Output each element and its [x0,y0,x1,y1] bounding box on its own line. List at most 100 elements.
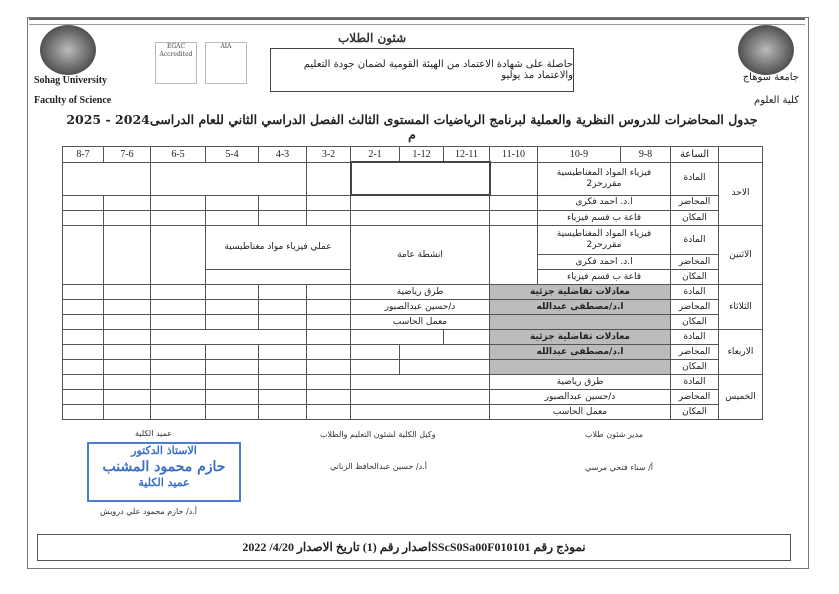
empty-cell [489,194,538,211]
empty-cell [62,225,104,285]
thursday-place: معمل الحاسب [489,404,671,420]
wednesday-subject-row: الاربعاء المادة معادلات تفاضلية جزئية [62,329,763,375]
wednesday-place [489,359,671,375]
accreditation-text: حاصلة على شهادة الاعتماد من الهيئة القوم… [303,59,573,81]
empty-cell [150,161,307,196]
empty-cell [103,389,151,405]
row-label: المكان [670,404,719,420]
empty-cell [205,374,259,390]
stamp-line-2: حازم محمود المشنب [102,459,226,475]
monday-place: قاعة ب قسم فيزياء [537,269,671,285]
empty-cell [205,359,259,375]
empty-cell [350,344,400,360]
empty-cell [62,161,151,196]
empty-cell [103,314,151,330]
tuesday-lecturer: ا.د/مصطفى عبدالله [489,299,671,315]
empty-cell [62,284,104,300]
empty-cell [350,359,400,375]
empty-cell [258,344,307,360]
empty-cell [205,194,259,211]
row-label: المكان [670,314,719,330]
aia-certificate-logo: AIA [205,42,247,84]
top-rule [29,18,805,25]
hour-cell: 3-2 [306,146,351,163]
accreditation-box: حاصلة على شهادة الاعتماد من الهيئة القوم… [270,48,574,92]
row-label: المكان [670,210,719,226]
empty-cell [306,374,351,390]
empty-cell [205,389,259,405]
empty-cell [103,329,151,345]
thursday-subject: طرق رياضية [489,374,671,390]
tuesday-lecturer-2: د/حسين عبدالصبور [350,299,490,315]
faculty-name-ar: كلية العلوم [754,95,799,106]
empty-cell [150,404,206,420]
empty-cell [205,269,351,285]
empty-cell [150,329,307,345]
thursday-subject-row: الخميس المادة طرق رياضية [62,374,763,420]
empty-cell [350,389,490,405]
empty-cell [306,314,351,330]
empty-cell [258,314,307,330]
empty-cell [258,404,307,420]
thursday-place-row: المكان معمل الحاسب [62,404,763,420]
monday-lecturer: ا.د. احمد فكرى [537,254,671,270]
empty-cell [103,284,151,300]
empty-cell [150,210,206,226]
hour-cell: 8-7 [62,146,104,163]
university-name-en: Sohag University [34,75,108,86]
tuesday-subject: معادلات تفاضلية جزئية [489,284,671,300]
empty-cell [306,194,351,211]
empty-cell [306,210,351,226]
sunday-lecturer: ا.د. احمد فكرى [537,194,671,211]
hour-cell: 6-5 [150,146,206,163]
empty-cell [258,299,307,315]
wednesday-lecturer-row: المحاضر ا.د/مصطفى عبدالله [62,344,763,360]
thursday-lecturer: د/حسين عبدالصبور [489,389,671,405]
monday-place-row: المكان قاعة ب قسم فيزياء [63,269,763,285]
empty-cell [489,225,538,285]
empty-cell [103,374,151,390]
egac-certificate-logo: EGAC Accredited [155,42,197,84]
empty-cell [150,359,206,375]
wednesday-place-row: المكان [62,359,763,375]
sunday-place-row: المكان قاعة ب قسم فيزياء [62,210,763,226]
hour-cell: 5-4 [205,146,259,163]
empty-cell [150,374,206,390]
tuesday-place-row: المكان معمل الحاسب [62,314,763,330]
empty-cell [306,359,351,375]
hour-cell: 4-3 [258,146,307,163]
empty-cell [205,344,259,360]
empty-cell [443,329,490,345]
empty-cell [258,284,307,300]
hour-cell: 1-12 [399,146,444,163]
dean-stamp: الاستاذ الدكتور حازم محمود المشنب عميد ا… [87,442,241,502]
stamp-line-1: الاستاذ الدكتور [131,444,197,457]
tuesday-lecturer-row: المحاضر ا.د/مصطفى عبدالله د/حسين عبدالصب… [62,299,763,315]
empty-cell [306,161,351,196]
empty-cell [62,314,104,330]
empty-cell [350,374,490,390]
wednesday-lecturer: ا.د/مصطفى عبدالله [489,344,671,360]
empty-cell [349,161,491,196]
empty-cell [258,389,307,405]
form-footer: نموذج رقم SScS0Sa00F010101اصدار رقم (1) … [37,534,791,561]
empty-cell [205,210,259,226]
empty-cell [350,329,444,345]
dean-name: أ.د/ حازم محمود علي درويش [100,507,197,516]
day-thursday: الخميس [718,374,763,420]
empty-cell [205,284,259,300]
empty-cell [150,389,206,405]
row-label: المكان [670,359,719,375]
empty-cell [62,359,104,375]
vice-dean-name: أ.د/ حسين عبدالحافظ الزناتي [330,462,427,471]
row-label: المحاضر [670,254,719,270]
tuesday-subject-2: طرق رياضية [350,284,490,300]
row-label: المحاضر [670,299,719,315]
empty-cell [150,299,206,315]
university-logo [738,25,794,75]
empty-cell [150,194,206,211]
wednesday-subject: معادلات تفاضلية جزئية [489,329,671,345]
monday-subject-row: الاثنين المادة فيزياء المواد المغناطيسية… [62,225,763,285]
schedule-table: الساعة 9-8 10-9 11-10 12-11 1-12 2-1 3-2… [62,146,763,420]
corner-cell [718,146,763,163]
